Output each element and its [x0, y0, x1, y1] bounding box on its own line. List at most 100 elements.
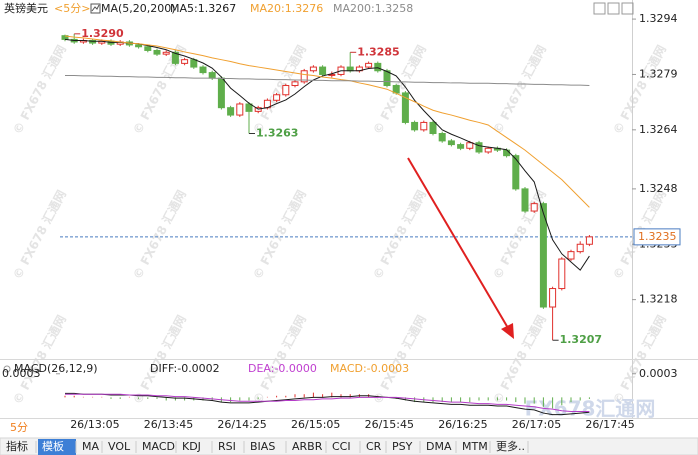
tab[interactable]: 模板 — [42, 439, 64, 453]
icon[interactable] — [621, 2, 634, 15]
tab[interactable]: PSY — [392, 440, 413, 453]
tab[interactable]: ARBR — [292, 440, 323, 453]
candle-body — [558, 258, 566, 290]
candle-body — [521, 188, 529, 212]
candle-body — [420, 121, 428, 131]
candle-body — [153, 49, 161, 55]
window-icons — [593, 2, 634, 15]
tab[interactable]: VOL — [108, 440, 131, 453]
tab[interactable]: 指标 — [6, 439, 28, 453]
tab[interactable]: BIAS — [250, 440, 275, 453]
period-label[interactable]: <5分> — [54, 2, 90, 15]
tab[interactable]: MTM — [462, 440, 488, 453]
candle-body — [447, 140, 455, 146]
annotation: 1.3285 — [357, 45, 399, 58]
tab[interactable]: CCI — [332, 440, 351, 453]
candle-body — [512, 155, 520, 190]
y-tick-label: 0.0003 — [639, 367, 678, 380]
ma-line — [65, 75, 590, 87]
candle-body — [190, 59, 198, 68]
y-tick-label: 1.3218 — [639, 293, 678, 306]
candle-body — [503, 149, 511, 157]
x-tick-label: 26/15:05 — [291, 418, 340, 431]
x-tick-label: 26/13:05 — [70, 418, 119, 431]
candle-body — [585, 236, 593, 245]
last-price-box — [633, 228, 681, 246]
legend-label: MA200:1.3258 — [333, 2, 413, 15]
candle-body — [245, 103, 253, 112]
candle-body — [135, 44, 143, 48]
arrow-head — [501, 323, 514, 339]
macd-legend: MACD:-0.0003 — [330, 362, 409, 375]
icon[interactable] — [593, 2, 606, 15]
candle-body — [374, 62, 382, 72]
macd-line — [65, 393, 590, 412]
x-tick-label: 26/16:25 — [438, 418, 487, 431]
legend-label: MA5:1.3267 — [170, 2, 236, 15]
candle-body — [144, 46, 152, 51]
candle-body — [300, 70, 308, 83]
candle-body — [89, 39, 97, 44]
candle-body — [199, 66, 207, 74]
macd-legend: DEA:-0.0000 — [248, 362, 317, 375]
tab[interactable]: KDJ — [182, 440, 201, 453]
macd-line — [65, 392, 590, 416]
candle-body — [208, 72, 216, 79]
candle-body — [236, 103, 244, 116]
x-tick-label: 26/15:45 — [365, 418, 414, 431]
tab[interactable]: DMA — [426, 440, 452, 453]
candle-body — [539, 203, 547, 308]
x-tick-label: 26/17:45 — [585, 418, 634, 431]
candle-body — [438, 133, 446, 142]
y-tick-label: 1.3248 — [639, 182, 678, 195]
macd-title: MACD(26,12,9) — [14, 362, 98, 375]
candle-body — [429, 121, 437, 135]
x-tick-label: 26/13:45 — [144, 418, 193, 431]
tab[interactable]: 更多.. — [496, 439, 525, 453]
candle-body — [328, 73, 336, 76]
macd-legend: DIFF:-0.0002 — [150, 362, 220, 375]
chart-title: 英镑美元 — [4, 1, 48, 15]
candle-body — [401, 92, 409, 123]
annotation: 1.3290 — [81, 27, 124, 40]
legend-label: MA20:1.3276 — [250, 2, 323, 15]
candle-body — [282, 85, 290, 96]
candle-body — [227, 107, 235, 116]
candle-body — [567, 251, 575, 260]
trend-arrow — [407, 157, 514, 339]
y-tick-label: 1.3279 — [639, 67, 678, 80]
tab[interactable]: CR — [366, 440, 382, 453]
candle-body — [365, 62, 373, 68]
tab[interactable]: MACD — [142, 440, 175, 453]
indicator-label: MA(5,20,200) — [101, 2, 176, 15]
candle-body — [217, 77, 225, 109]
candle-body — [181, 59, 189, 64]
last-price-label: 1.3235 — [638, 230, 677, 243]
candle-body — [171, 51, 179, 64]
candle-body — [273, 94, 281, 101]
x-tick-label: 26/17:05 — [512, 418, 561, 431]
y-tick-label: 1.3294 — [639, 12, 678, 25]
icon[interactable] — [607, 2, 620, 15]
candle-body — [576, 243, 584, 253]
tab[interactable]: MA — [82, 440, 99, 453]
candle-body — [549, 288, 557, 308]
x-tick-label: 26/14:25 — [217, 418, 266, 431]
tab[interactable]: RSI — [218, 440, 236, 453]
ma-icon — [91, 4, 100, 12]
tab-selected — [38, 439, 76, 455]
toolbar — [0, 437, 698, 455]
candle-body — [291, 81, 299, 87]
candle-body — [484, 147, 492, 153]
ma-line — [64, 35, 590, 208]
y-tick-label: 0.0003 — [2, 367, 41, 380]
arrow-line — [407, 157, 509, 329]
candle-body — [162, 51, 170, 55]
candle-body — [346, 66, 354, 72]
candle-body — [383, 70, 391, 87]
candle-body — [466, 142, 474, 149]
period-selector[interactable]: 5分 — [10, 421, 28, 434]
